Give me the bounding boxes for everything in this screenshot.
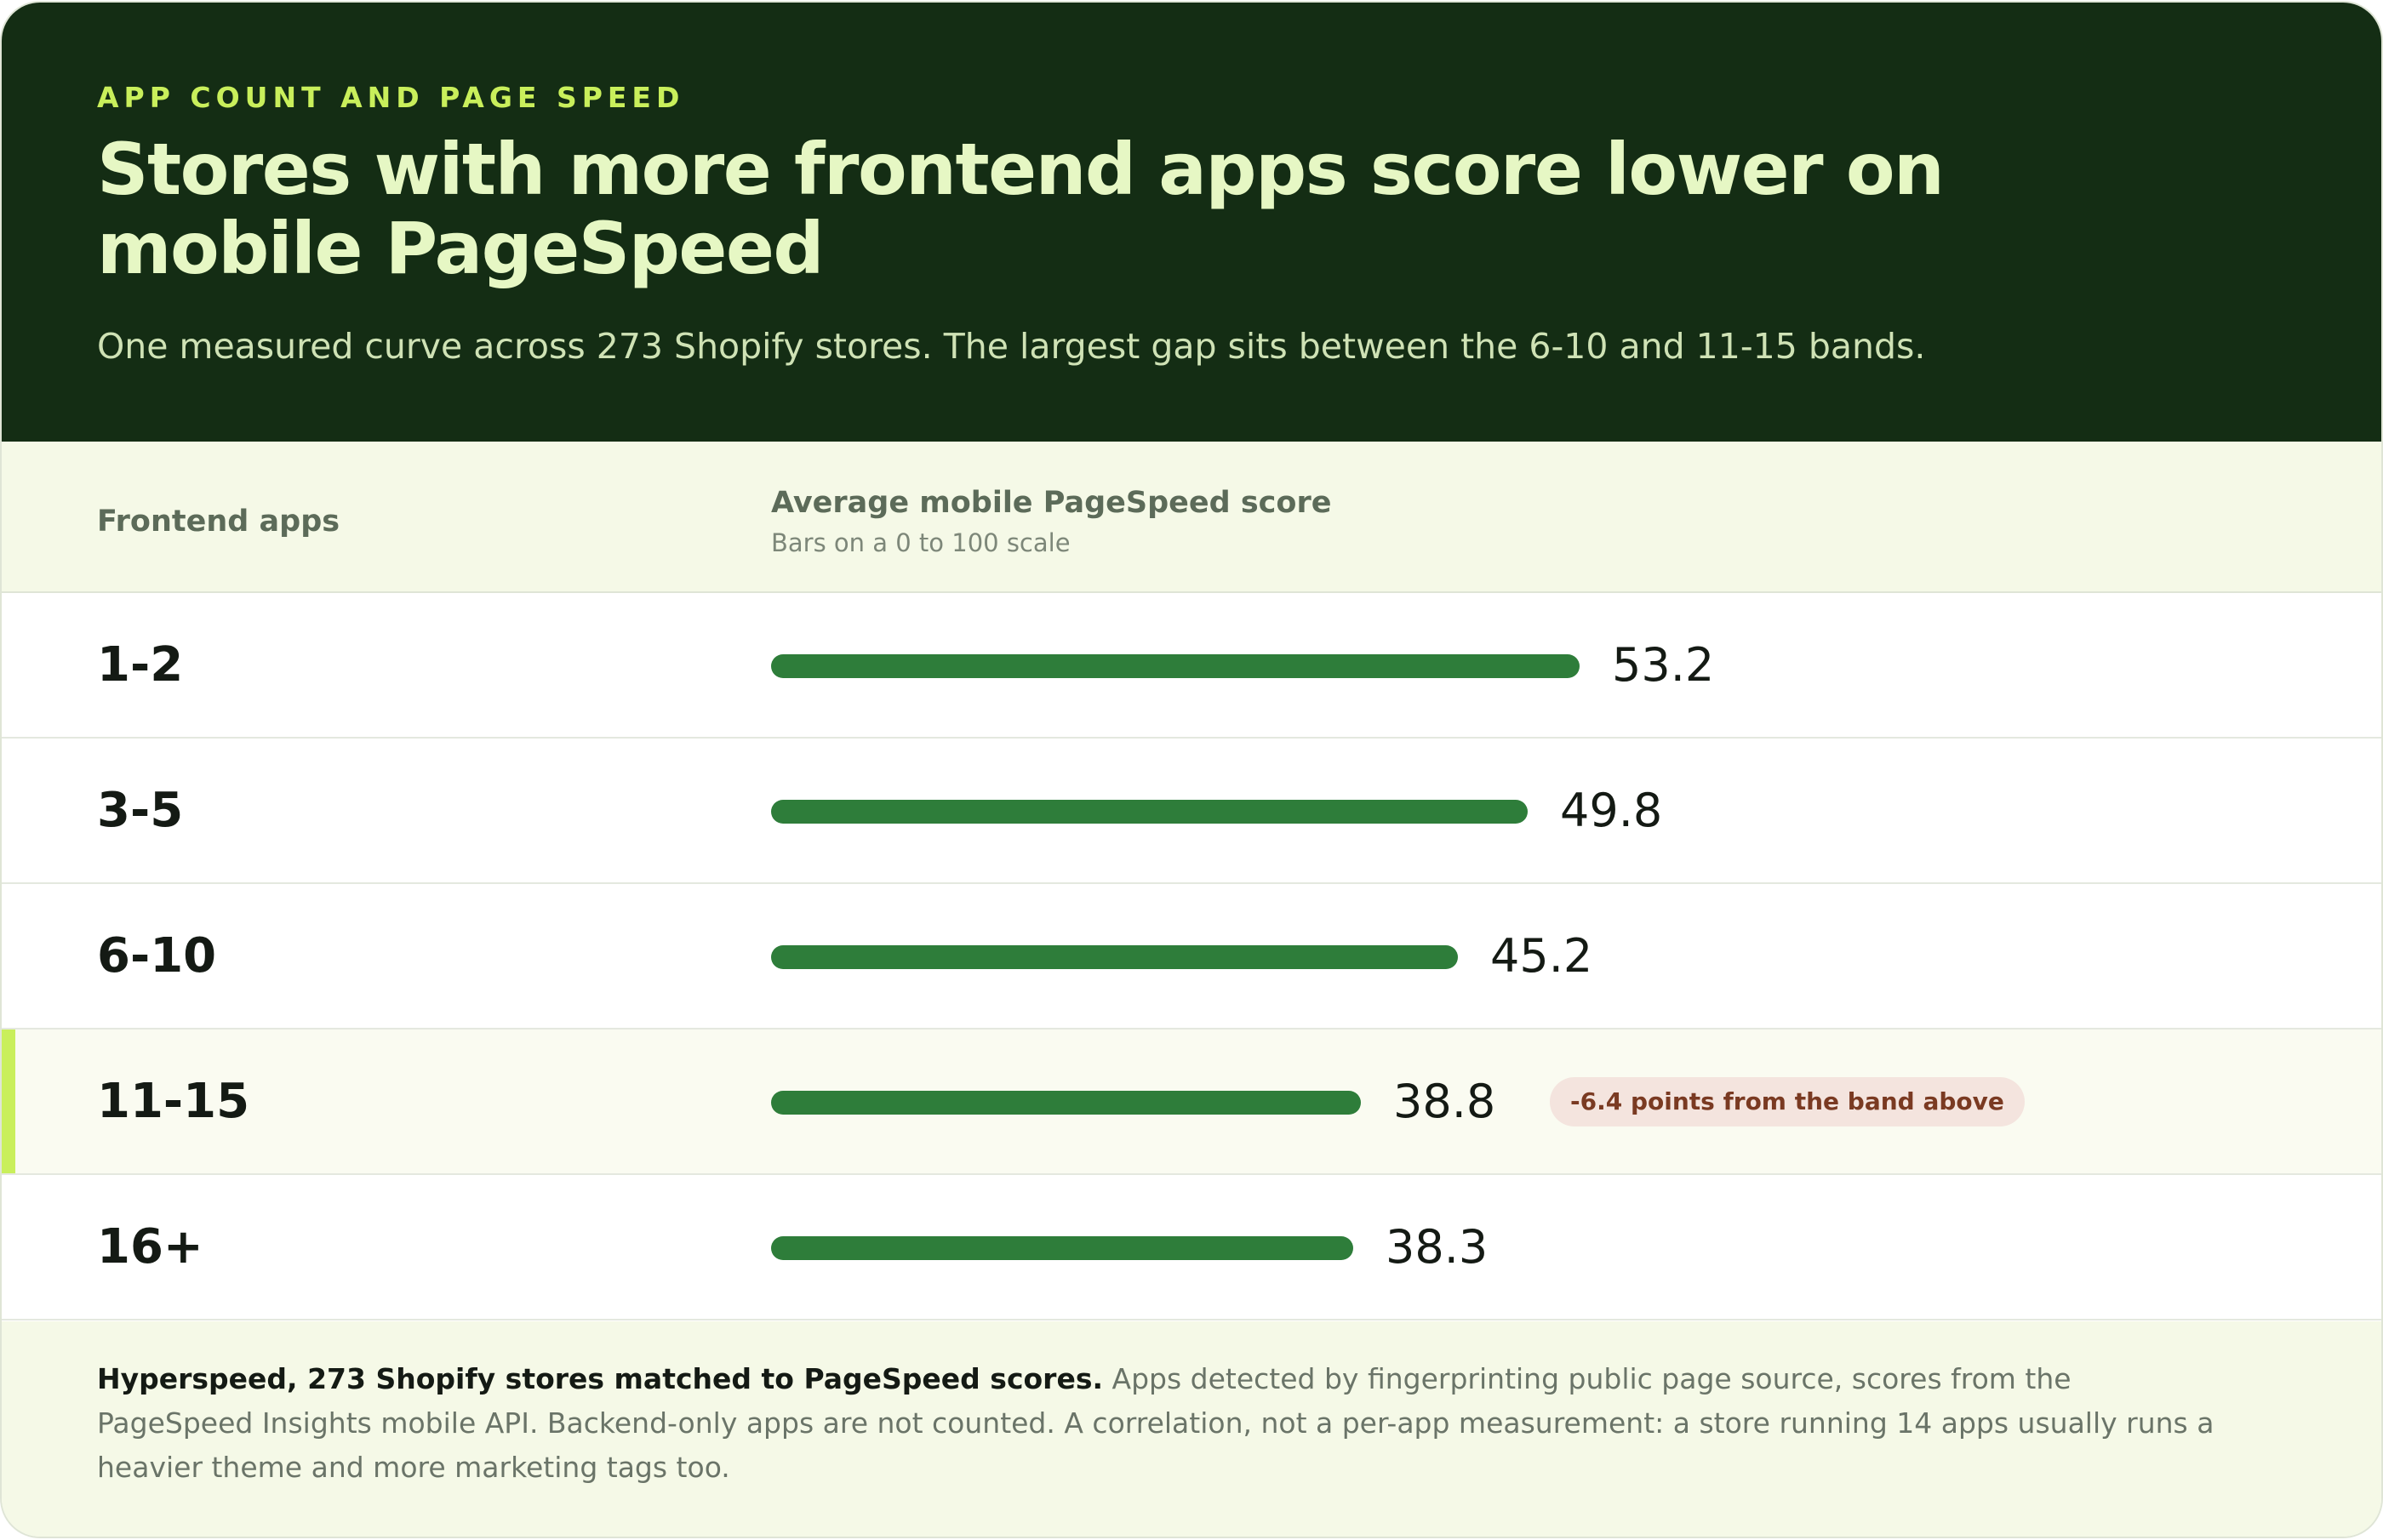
table-header: Frontend apps Average mobile PageSpeed s… xyxy=(2,442,2381,593)
eyebrow-label: App count and page speed xyxy=(97,81,685,114)
chart-header: App count and page speed Stores with mor… xyxy=(2,3,2381,442)
source-note: Hyperspeed, 273 Shopify stores matched t… xyxy=(97,1357,2225,1490)
table-row: 16+ 38.3 xyxy=(2,1175,2381,1320)
band-label: 1-2 xyxy=(97,637,184,693)
score-bar xyxy=(771,1091,1361,1115)
band-label: 11-15 xyxy=(97,1074,250,1129)
score-bar xyxy=(771,945,1458,969)
bar-track: 49.8 xyxy=(771,739,2291,882)
score-value: 53.2 xyxy=(1612,638,1715,692)
source-label: Hyperspeed, 273 Shopify stores matched t… xyxy=(97,1362,1104,1395)
chart-subtitle: One measured curve across 273 Shopify st… xyxy=(97,326,1926,367)
scale-note: Bars on a 0 to 100 scale xyxy=(771,528,1071,557)
table-row: 11-15 38.8 -6.4 points from the band above xyxy=(2,1030,2381,1175)
column-header-frontend-apps: Frontend apps xyxy=(97,505,340,539)
table-row: 6-10 45.2 xyxy=(2,884,2381,1030)
gap-callout: -6.4 points from the band above xyxy=(1550,1077,2025,1126)
bar-track: 38.8 -6.4 points from the band above xyxy=(771,1030,2291,1173)
score-bar xyxy=(771,800,1528,824)
chart-title: Stores with more frontend apps score low… xyxy=(97,128,1945,290)
bar-rows: 1-2 53.2 3-5 49.8 6-10 45.2 11-15 38.8 -6.4 poin… xyxy=(2,593,2381,1320)
band-label: 16+ xyxy=(97,1219,203,1275)
score-value: 49.8 xyxy=(1560,784,1663,837)
table-row: 1-2 53.2 xyxy=(2,593,2381,739)
score-bar xyxy=(771,654,1580,678)
score-value: 38.3 xyxy=(1386,1220,1489,1274)
score-bar xyxy=(771,1236,1353,1260)
bar-track: 45.2 xyxy=(771,884,2291,1028)
bar-track: 53.2 xyxy=(771,593,2291,737)
chart-card: App count and page speed Stores with mor… xyxy=(2,3,2381,1537)
score-value: 45.2 xyxy=(1490,929,1593,983)
column-header-pagespeed-score: Average mobile PageSpeed score xyxy=(771,486,1332,520)
score-value: 38.8 xyxy=(1393,1075,1496,1128)
band-label: 6-10 xyxy=(97,928,217,984)
method-note: Apps detected by fingerprinting public p… xyxy=(97,1362,2214,1484)
bar-track: 38.3 xyxy=(771,1175,2291,1319)
table-row: 3-5 49.8 xyxy=(2,739,2381,884)
highlight-accent xyxy=(2,1030,15,1173)
chart-footer: Hyperspeed, 273 Shopify stores matched t… xyxy=(2,1321,2381,1537)
band-label: 3-5 xyxy=(97,783,184,838)
